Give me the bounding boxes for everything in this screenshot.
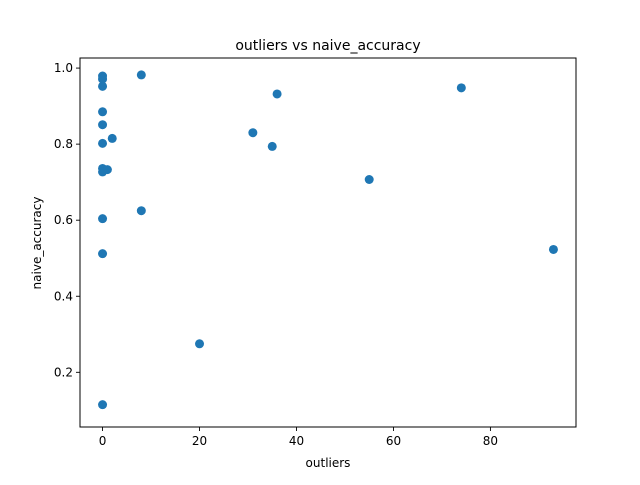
data-point-11: [98, 400, 108, 410]
y-axis-label: naive_accuracy: [30, 197, 44, 290]
y-tick-label-2: 0.6: [54, 213, 73, 227]
y-tick-label-1: 0.4: [54, 289, 73, 303]
data-point-10: [98, 249, 108, 259]
data-point-16: [248, 128, 258, 138]
data-point-1: [98, 74, 108, 84]
data-point-12: [107, 133, 117, 143]
data-point-19: [364, 175, 374, 184]
x-tick-label-1: 20: [192, 434, 207, 448]
x-tick-label-2: 40: [289, 434, 304, 448]
data-point-18: [272, 89, 282, 99]
data-point-20: [456, 83, 466, 93]
x-axis-label: outliers: [306, 456, 351, 470]
y-tick-label-0: 0.2: [54, 365, 73, 379]
data-point-14: [136, 206, 146, 216]
data-point-2: [98, 81, 108, 91]
chart-title: outliers vs naive_accuracy: [235, 38, 420, 54]
data-point-17: [267, 141, 277, 151]
x-tick-label-3: 60: [386, 434, 401, 448]
data-point-3: [98, 107, 108, 117]
data-point-5: [98, 138, 108, 148]
data-point-13: [136, 70, 146, 80]
data-point-8: [102, 165, 112, 175]
y-axis-ticks: 0.2 0.4 0.6 0.8 1.0: [54, 61, 80, 379]
data-point-4: [98, 120, 108, 130]
plot-frame: [79, 57, 577, 428]
data-point-9: [98, 214, 108, 224]
x-tick-label-4: 80: [483, 434, 498, 448]
y-tick-label-4: 1.0: [54, 61, 73, 75]
data-point-15: [195, 339, 205, 349]
data-point-21: [548, 244, 558, 254]
x-tick-label-0: 0: [99, 434, 107, 448]
y-tick-label-3: 0.8: [54, 137, 73, 151]
data-points: [98, 70, 558, 410]
x-axis-ticks: 0 20 40 60 80: [99, 427, 498, 448]
plot-area: [80, 58, 576, 427]
